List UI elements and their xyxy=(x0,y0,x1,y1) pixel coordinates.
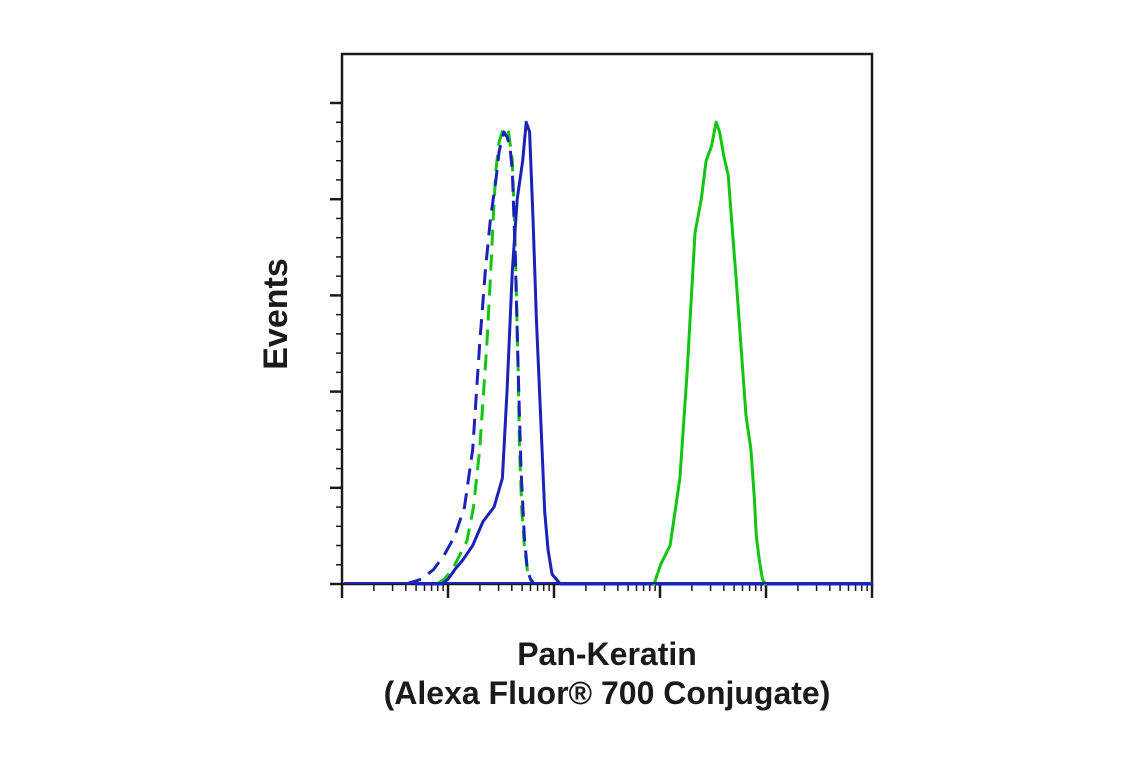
series-layer xyxy=(344,120,874,586)
x-axis-ticks xyxy=(340,584,874,598)
y-axis-ticks xyxy=(330,101,342,586)
plot-frame xyxy=(340,52,874,586)
series-line-1 xyxy=(436,125,536,586)
series-line-3 xyxy=(414,120,874,586)
y-axis-label: Events xyxy=(257,258,295,370)
x-axis-label-line2: (Alexa Fluor® 700 Conjugate) xyxy=(384,675,831,711)
series-line-4 xyxy=(652,120,767,586)
x-axis-label-line1: Pan-Keratin xyxy=(517,636,697,672)
series-line-2 xyxy=(405,130,536,586)
